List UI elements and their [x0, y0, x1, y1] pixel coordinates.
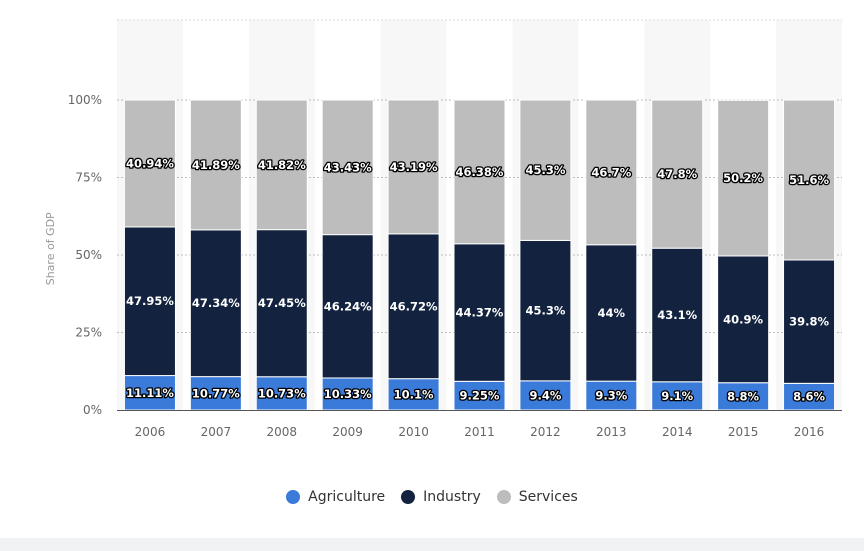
bar-services-2009[interactable]: [321, 99, 374, 236]
data-label-industry-2007: 47.34%: [192, 296, 240, 310]
data-label-agriculture-2010: 10.1%: [394, 387, 434, 401]
data-label-services-2007: 41.89%: [192, 158, 240, 172]
bar-services-2010[interactable]: [387, 99, 440, 235]
legend-item-services[interactable]: Services: [496, 489, 578, 505]
bar-services-2012[interactable]: [519, 99, 572, 241]
data-label-industry-2015: 40.9%: [723, 312, 763, 326]
bar-industry-2010[interactable]: [387, 233, 440, 380]
legend-marker-agriculture: [286, 490, 301, 504]
data-labels: 11.11% 47.95% 40.94% 10.77% 47.34% 41.89% 10.7…: [125, 155, 831, 405]
data-label-industry-2013: 44%: [598, 306, 626, 320]
bar-industry-2011[interactable]: [453, 243, 506, 382]
data-label-agriculture-2009: 10.33%: [324, 387, 372, 401]
legend-item-industry[interactable]: Industry: [401, 489, 481, 505]
bar-industry-2015[interactable]: [717, 255, 770, 384]
legend-marker-industry: [401, 490, 416, 504]
bar-industry-2014[interactable]: [651, 247, 704, 383]
data-label-industry-2010: 46.72%: [390, 299, 438, 313]
legend-label-agriculture: Agriculture: [308, 489, 386, 505]
bar-agriculture-2006[interactable]: [123, 375, 176, 411]
bar-agriculture-2016[interactable]: [783, 382, 836, 411]
legend-marker-services: [496, 490, 511, 504]
x-tick-label: 2007: [201, 425, 232, 439]
x-tick-label: 2012: [530, 425, 561, 439]
x-tick-label: 2015: [728, 425, 759, 439]
data-label-agriculture-2013: 9.3%: [595, 389, 627, 403]
x-tick-label: 2014: [662, 425, 693, 439]
y-tick-label: 100%: [68, 93, 102, 107]
data-label-services-2009: 43.43%: [324, 160, 372, 174]
bar-services-2016[interactable]: [783, 99, 836, 261]
data-label-services-2016: 51.6%: [789, 173, 829, 187]
data-label-industry-2011: 44.37%: [456, 306, 504, 320]
data-label-services-2006: 40.94%: [126, 156, 174, 170]
y-axis-title: Share of GDP: [44, 212, 57, 285]
x-tick-label: 2016: [794, 425, 825, 439]
bars: [123, 99, 836, 411]
bar-industry-2012[interactable]: [519, 239, 572, 382]
bar-agriculture-2007[interactable]: [189, 376, 242, 411]
data-label-agriculture-2016: 8.6%: [793, 390, 825, 404]
data-label-services-2013: 46.7%: [591, 165, 631, 179]
data-label-services-2011: 46.38%: [456, 165, 504, 179]
data-label-industry-2016: 39.8%: [789, 315, 829, 329]
bar-industry-2006[interactable]: [123, 226, 176, 377]
data-label-industry-2008: 47.45%: [258, 296, 306, 310]
data-label-industry-2009: 46.24%: [324, 299, 372, 313]
bar-services-2014[interactable]: [651, 99, 704, 249]
bar-services-2015[interactable]: [717, 99, 770, 257]
y-tick-label: 25%: [75, 326, 102, 340]
x-tick-label: 2011: [464, 425, 495, 439]
data-label-agriculture-2015: 8.8%: [727, 389, 759, 403]
data-label-services-2015: 50.2%: [723, 171, 763, 185]
data-label-services-2014: 47.8%: [657, 167, 697, 181]
legend-item-agriculture[interactable]: Agriculture: [286, 489, 385, 505]
data-label-services-2008: 41.82%: [258, 158, 306, 172]
x-tick-label: 2008: [266, 425, 297, 439]
data-label-industry-2014: 43.1%: [657, 308, 697, 322]
y-tick-label: 75%: [75, 171, 102, 185]
legend-label-services: Services: [518, 489, 578, 505]
bar-services-2013[interactable]: [585, 99, 638, 246]
bar-services-2007[interactable]: [189, 99, 242, 231]
bar-industry-2007[interactable]: [189, 229, 242, 378]
data-label-agriculture-2014: 9.1%: [661, 389, 693, 403]
data-label-services-2012: 45.3%: [525, 163, 565, 177]
x-tick-label: 2009: [332, 425, 363, 439]
legend: Agriculture Industry Services: [0, 489, 864, 505]
bar-services-2011[interactable]: [453, 99, 506, 245]
data-label-industry-2012: 45.3%: [525, 304, 565, 318]
data-label-agriculture-2007: 10.77%: [192, 386, 240, 400]
data-label-agriculture-2012: 9.4%: [529, 388, 561, 402]
data-label-services-2010: 43.19%: [390, 160, 438, 174]
bar-agriculture-2013[interactable]: [585, 380, 638, 411]
data-label-agriculture-2008: 10.73%: [258, 386, 306, 400]
data-label-industry-2006: 47.95%: [126, 294, 174, 308]
bar-services-2008[interactable]: [255, 99, 308, 231]
bar-industry-2016[interactable]: [783, 259, 836, 384]
data-label-agriculture-2006: 11.11%: [126, 386, 174, 400]
x-tick-label: 2006: [135, 425, 166, 439]
footer-band: [0, 538, 864, 551]
legend-label-industry: Industry: [423, 489, 481, 505]
x-tick-label: 2010: [398, 425, 429, 439]
bar-agriculture-2015[interactable]: [717, 382, 770, 411]
x-tick-label: 2013: [596, 425, 627, 439]
bar-industry-2013[interactable]: [585, 244, 638, 382]
data-label-agriculture-2011: 9.25%: [460, 389, 500, 403]
y-tick-label: 50%: [75, 248, 102, 262]
bar-services-2006[interactable]: [123, 99, 176, 228]
bar-industry-2008[interactable]: [255, 229, 308, 378]
y-tick-label: 0%: [83, 403, 102, 417]
